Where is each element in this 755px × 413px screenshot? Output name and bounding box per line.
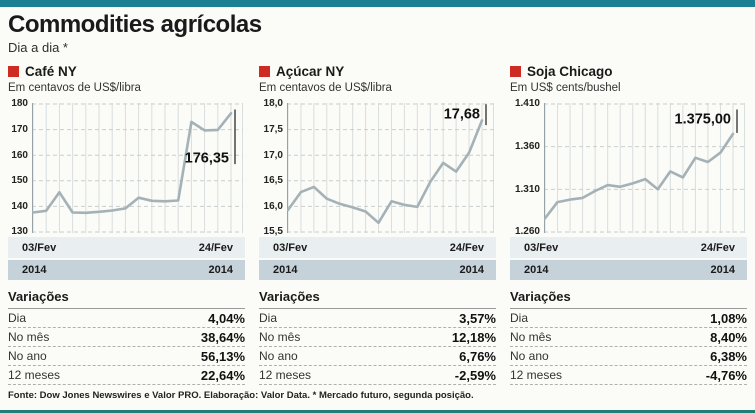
year-end-label: 2014 <box>208 264 233 277</box>
x-axis-end-label: 24/Fev <box>700 241 735 254</box>
line-chart: 176,35 <box>32 103 243 234</box>
x-axis-band: 03/Fev 24/Fev <box>510 237 747 259</box>
variation-value: 6,38% <box>710 348 747 364</box>
table-row: No mês 8,40% <box>510 328 747 348</box>
table-row: Dia 1,08% <box>510 309 747 329</box>
year-start-label: 2014 <box>22 264 47 277</box>
table-row: No ano 56,13% <box>8 347 245 367</box>
x-axis-band: 03/Fev 24/Fev <box>259 237 496 259</box>
chart-legend: Açúcar NY <box>259 63 496 79</box>
chart-legend: Soja Chicago <box>510 63 747 79</box>
table-row: 12 meses -2,59% <box>259 366 496 386</box>
variation-label: No ano <box>510 349 549 364</box>
x-axis-start-label: 03/Fev <box>524 241 559 254</box>
chart-title: Soja Chicago <box>527 63 613 79</box>
legend-square-icon <box>259 65 270 77</box>
chart-section-acucar: Açúcar NY Em centavos de US$/libra 18,0 1… <box>259 63 496 386</box>
line-chart: 17,68 <box>287 103 494 234</box>
year-start-label: 2014 <box>273 264 298 277</box>
variation-label: No mês <box>510 330 552 345</box>
chart-unit-label: Em centavos de US$/libra <box>259 82 392 95</box>
svg-text:1.375,00: 1.375,00 <box>675 112 731 128</box>
table-row: Dia 3,57% <box>259 309 496 329</box>
chart-legend: Café NY <box>8 63 245 79</box>
variation-value: 3,57% <box>459 310 496 326</box>
variation-value: 8,40% <box>710 329 747 345</box>
chart-section-cafe: Café NY Em centavos de US$/libra 180 170 1… <box>8 63 245 386</box>
plot-row: 1.410 1.360 1.310 1.260 1.375,00 <box>510 98 747 238</box>
variations-table: Variações Dia 3,57% No mês 12,18% No ano 6,… <box>259 289 496 386</box>
charts-grid: Café NY Em centavos de US$/libra 180 170 1… <box>0 55 755 386</box>
variation-value: -4,76% <box>705 367 747 383</box>
x-axis-band: 03/Fev 24/Fev <box>8 237 245 259</box>
variation-value: 1,08% <box>710 310 747 326</box>
variation-label: No ano <box>259 349 298 364</box>
variation-value: 56,13% <box>200 348 245 364</box>
legend-square-icon <box>8 65 19 77</box>
table-row: No ano 6,76% <box>259 347 496 367</box>
plot-row: 180 170 160 150 140 130 176,35 <box>8 98 245 238</box>
variation-value: 22,64% <box>200 367 245 383</box>
page-subtitle: Dia a dia * <box>8 40 68 56</box>
variation-value: 38,64% <box>200 329 245 345</box>
line-chart: 1.375,00 <box>544 103 745 234</box>
variations-header: Variações <box>510 289 747 310</box>
variation-label: No mês <box>259 330 301 345</box>
page-title: Commodities agrícolas <box>8 11 262 38</box>
year-end-label: 2014 <box>710 264 735 277</box>
variation-value: 12,18% <box>451 329 496 345</box>
table-row: 12 meses -4,76% <box>510 366 747 386</box>
x-axis-start-label: 03/Fev <box>273 241 308 254</box>
table-row: No mês 12,18% <box>259 328 496 348</box>
x-axis-end-label: 24/Fev <box>449 241 484 254</box>
chart-title: Café NY <box>25 63 77 79</box>
variations-table: Variações Dia 4,04% No mês 38,64% No ano 56… <box>8 289 245 386</box>
source-note: Fonte: Dow Jones Newswires e Valor PRO. … <box>8 390 474 402</box>
variation-label: Dia <box>259 311 278 326</box>
variation-label: No ano <box>8 349 47 364</box>
plot-row: 18,0 17,5 17,0 16,5 16,0 15,5 17,68 <box>259 98 496 238</box>
table-row: No mês 38,64% <box>8 328 245 348</box>
variations-table: Variações Dia 1,08% No mês 8,40% No ano 6,3… <box>510 289 747 386</box>
top-accent-bar <box>0 0 755 7</box>
year-band: 2014 2014 <box>510 260 747 281</box>
x-axis-start-label: 03/Fev <box>22 241 57 254</box>
variation-label: Dia <box>8 311 27 326</box>
svg-text:176,35: 176,35 <box>185 151 229 167</box>
variation-label: Dia <box>510 311 529 326</box>
y-axis-labels: 1.410 1.360 1.310 1.260 <box>514 98 540 238</box>
variation-label: 12 meses <box>510 368 563 383</box>
variation-label: 12 meses <box>259 368 312 383</box>
year-end-label: 2014 <box>459 264 484 277</box>
table-row: Dia 4,04% <box>8 309 245 329</box>
variation-value: 4,04% <box>208 310 245 326</box>
variations-header: Variações <box>8 289 245 310</box>
chart-unit-label: Em centavos de US$/libra <box>8 82 141 95</box>
legend-square-icon <box>510 65 521 77</box>
chart-title: Açúcar NY <box>276 63 345 79</box>
variation-label: 12 meses <box>8 368 61 383</box>
y-axis-labels: 180 170 160 150 140 130 <box>11 98 28 238</box>
variations-header: Variações <box>259 289 496 310</box>
year-band: 2014 2014 <box>8 260 245 281</box>
y-axis-labels: 18,0 17,5 17,0 16,5 16,0 15,5 <box>263 98 283 238</box>
chart-section-soja: Soja Chicago Em US$ cents/bushel 1.410 1.… <box>510 63 747 386</box>
year-band: 2014 2014 <box>259 260 496 281</box>
variation-value: 6,76% <box>459 348 496 364</box>
year-start-label: 2014 <box>524 264 549 277</box>
bottom-accent-bar <box>0 410 755 413</box>
page-header: Commodities agrícolas Dia a dia * <box>0 7 755 55</box>
x-axis-end-label: 24/Fev <box>198 241 233 254</box>
variation-label: No mês <box>8 330 50 345</box>
table-row: 12 meses 22,64% <box>8 366 245 386</box>
svg-text:17,68: 17,68 <box>444 107 480 123</box>
variation-value: -2,59% <box>454 367 496 383</box>
chart-unit-label: Em US$ cents/bushel <box>510 82 621 95</box>
table-row: No ano 6,38% <box>510 347 747 367</box>
